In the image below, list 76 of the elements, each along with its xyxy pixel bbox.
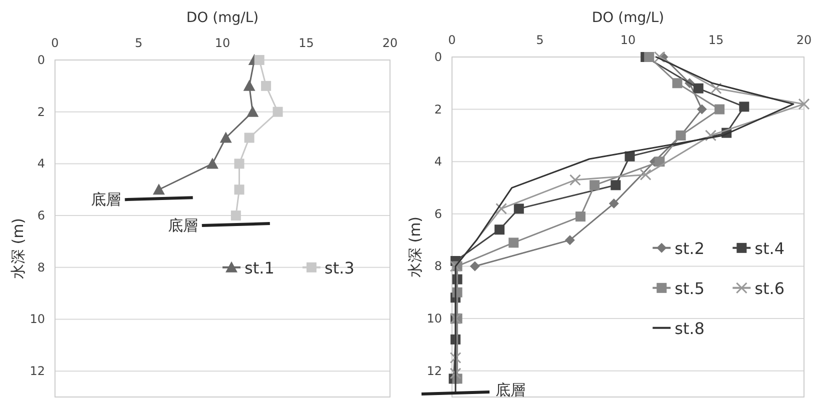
legend-label: st.6 (754, 278, 785, 298)
y-axis-title: 水深 (m) (406, 216, 424, 278)
point (640, 168, 652, 180)
x-tick-label: 5 (134, 36, 143, 50)
point (230, 210, 241, 221)
x-tick-label: 10 (620, 33, 636, 47)
y-tick-label: 4 (37, 156, 45, 171)
point (450, 368, 462, 380)
point (696, 104, 707, 114)
legend-label: st.3 (324, 258, 354, 278)
annotation: 底層 (168, 216, 198, 235)
x-tick-label: 20 (796, 33, 812, 47)
legend-label: st.5 (674, 278, 705, 298)
point (450, 260, 462, 272)
y-tick-label: 2 (37, 104, 45, 119)
x-tick-label: 10 (214, 36, 230, 50)
point (496, 202, 508, 214)
point (234, 184, 244, 195)
y-tick-label: 12 (30, 364, 45, 378)
point (569, 174, 581, 186)
x-tick-label: 5 (536, 33, 544, 47)
y-tick-label: 2 (434, 102, 442, 116)
point (564, 235, 575, 246)
point (608, 198, 619, 208)
point (644, 52, 654, 62)
y-tick-label: 10 (30, 312, 45, 326)
x-tick-label: 15 (298, 36, 314, 50)
point (672, 78, 682, 88)
point (254, 55, 264, 65)
y-axis-title: 水深 (m) (9, 218, 27, 280)
point (152, 184, 165, 195)
point (508, 238, 519, 248)
point (739, 102, 750, 112)
legend-label: st.2 (674, 238, 705, 258)
y-tick-label: 6 (434, 206, 442, 221)
legend-label: st.1 (244, 258, 274, 278)
point (206, 158, 218, 169)
annotation: 底層 (496, 381, 526, 399)
y-tick-label: 8 (434, 259, 442, 274)
point (244, 132, 254, 143)
y-tick-label: 6 (37, 208, 45, 223)
point (494, 224, 505, 235)
point (575, 212, 586, 222)
point (470, 261, 480, 272)
point (450, 352, 462, 364)
point (272, 106, 283, 117)
x-tick-label: 0 (448, 33, 456, 47)
point (590, 180, 600, 190)
point (514, 204, 524, 214)
point (610, 180, 621, 190)
point (693, 83, 704, 94)
point (220, 132, 232, 143)
point (234, 158, 244, 169)
point (246, 106, 259, 117)
y-tick-label: 8 (37, 260, 45, 274)
point (654, 156, 665, 167)
point (704, 130, 716, 142)
annotation: 底層 (90, 190, 121, 209)
point (714, 104, 725, 114)
y-tick-label: 0 (37, 53, 45, 67)
y-tick-label: 12 (426, 364, 442, 378)
point (798, 98, 810, 110)
x-tick-label: 0 (51, 36, 59, 50)
x-tick-label: 15 (708, 33, 724, 47)
legend-label: st.4 (754, 238, 785, 258)
x-tick-label: 20 (382, 36, 398, 50)
y-tick-label: 10 (426, 312, 442, 326)
x-axis-title: DO (mg/L) (186, 10, 259, 26)
point (261, 80, 272, 91)
point (654, 51, 666, 63)
y-tick-label: 0 (434, 50, 442, 64)
point (710, 82, 722, 94)
point (243, 80, 256, 91)
y-tick-label: 4 (434, 154, 442, 169)
x-axis-title: DO (mg/L) (592, 10, 664, 26)
legend-label: st.8 (674, 318, 705, 338)
